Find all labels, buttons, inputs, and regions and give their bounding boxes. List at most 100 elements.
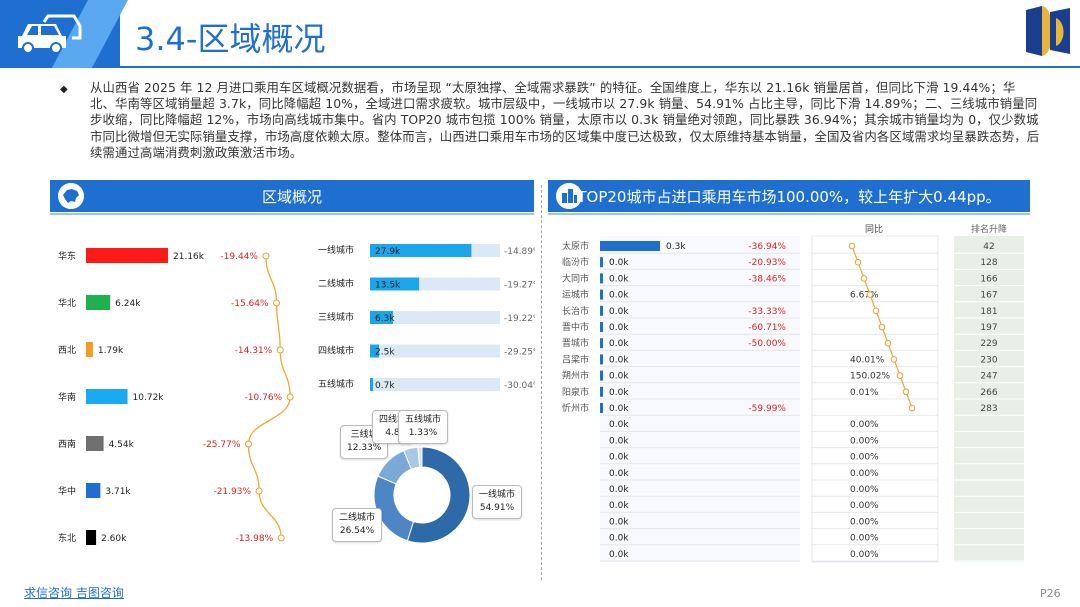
city-yoy-label: -20.93% [748, 258, 786, 268]
city-sales-label: 0.0k [609, 404, 629, 414]
tier-yoy-label: -14.89% [504, 247, 535, 257]
donut-callout-value: 1.33% [408, 428, 438, 438]
donut-callout-name: 四线城 [379, 415, 407, 425]
left-panel-header: 区域概况 [50, 180, 534, 215]
city-sales-label: 0.0k [609, 534, 629, 544]
city-sales-bar [600, 257, 603, 268]
region-bar [86, 389, 128, 404]
city-sales-label: 0.0k [609, 453, 629, 463]
footer-link-jitu[interactable]: 吉图咨询 [75, 586, 124, 600]
rank-column-header: 排名升降 [971, 223, 1007, 235]
city-sales-bar [600, 241, 660, 251]
city-name: 运城市 [562, 289, 589, 301]
donut-callout: 一线城市 54.91% [472, 485, 523, 519]
region-yoy-point [277, 534, 285, 542]
city-yoy-label: 0.00% [850, 501, 879, 511]
tier-share-donut: 一线城市 54.91% 二线城市 26.54% 三线城 12.33% 四线城 4.8 五线城市 1… [310, 405, 535, 575]
tier-bar-track [370, 378, 500, 391]
region-bar [86, 483, 101, 498]
tier-yoy-label: -19.22% [504, 314, 535, 324]
city-yoy-point [902, 388, 910, 396]
city-rank: 128 [980, 258, 997, 268]
region-yoy-point [262, 252, 270, 260]
city-name: 太原市 [562, 240, 589, 252]
city-name: 忻州市 [562, 402, 589, 414]
city-sales-label: 0.0k [609, 517, 629, 527]
donut-svg [373, 446, 471, 544]
region-yoy-point [244, 440, 252, 448]
region-value-label: 2.60k [101, 534, 127, 544]
city-sales-label: 0.0k [609, 355, 629, 365]
donut-callout-value: 26.54% [339, 526, 375, 536]
region-value-label: 1.79k [98, 346, 124, 356]
region-label: 华东 [58, 250, 76, 262]
city-sales-label: 0.0k [609, 339, 629, 349]
region-yoy-point [276, 346, 284, 354]
city-buildings-icon [556, 183, 582, 209]
city-sales-label: 0.0k [609, 388, 629, 398]
donut-callout-value: 12.33% [347, 443, 382, 453]
tier-yoy-label: -30.04% [504, 381, 535, 391]
city-yoy-label: 150.02% [850, 372, 890, 382]
city-yoy-point [848, 242, 856, 250]
page-title: 3.4-区域概况 [135, 20, 326, 58]
city-rank: 229 [980, 339, 997, 349]
tier-bar [370, 378, 373, 391]
city-sales-label: 0.0k [609, 274, 629, 284]
bullet-icon: ◆ [60, 84, 68, 95]
city-yoy-label: 0.00% [850, 469, 879, 479]
region-label: 西南 [58, 438, 76, 450]
city-yoy-label: -60.71% [748, 323, 786, 333]
city-name: 大同市 [562, 272, 589, 284]
donut-callout-name: 一线城市 [479, 490, 516, 500]
city-yoy-point [854, 258, 862, 266]
city-name: 临汾市 [562, 256, 589, 268]
city-yoy-label: -38.46% [748, 274, 786, 284]
city-yoy-label: -50.00% [748, 339, 786, 349]
city-sales-label: 0.0k [609, 501, 629, 511]
region-yoy-label: -13.98% [236, 534, 274, 544]
city-yoy-label: 0.00% [850, 534, 879, 544]
region-label: 西北 [58, 345, 76, 356]
region-bar [86, 342, 93, 357]
city-rank: 283 [980, 404, 997, 414]
tier-yoy-label: -29.25% [504, 348, 535, 358]
city-yoy-label: -36.94% [748, 242, 786, 252]
tier-value-label: 13.5k [375, 281, 401, 291]
city-rank: 181 [980, 307, 997, 317]
region-bar [86, 248, 168, 263]
city-yoy-point [890, 356, 898, 363]
city-name: 晋城市 [562, 337, 589, 349]
tier-bar [370, 277, 420, 291]
donut-callout-name: 三线城 [350, 430, 378, 440]
city-name: 吕梁市 [562, 353, 589, 365]
tier-label: 二线城市 [318, 278, 354, 290]
region-yoy-label: -10.76% [245, 393, 283, 403]
city-yoy-label: 0.00% [850, 453, 879, 463]
city-sales-label: 0.0k [609, 436, 629, 446]
donut-callout-value: 54.91% [479, 503, 515, 513]
city-sales-label: 0.0k [609, 258, 629, 268]
footer-links: 求信咨询 吉图咨询 [24, 584, 124, 601]
panel-divider [541, 185, 542, 580]
city-sales-label: 0.0k [609, 469, 629, 479]
city-sales-bar [600, 289, 603, 300]
city-yoy-point [878, 323, 886, 331]
region-label: 华北 [58, 297, 76, 309]
city-yoy-label: 0.00% [850, 550, 879, 560]
region-bar-chart: 华东 21.16k -19.44% 华北 6.24k -15.64% 西北 1.79k -14.… [58, 248, 294, 545]
donut-callout-name: 五线城市 [405, 415, 442, 425]
header-rule [118, 66, 1080, 68]
tier-label: 三线城市 [318, 311, 354, 323]
tier-bar-track [370, 344, 500, 358]
city-yoy-label: -33.33% [748, 307, 786, 317]
tier-yoy-label: -19.27% [504, 281, 535, 291]
region-value-label: 10.72k [133, 393, 165, 403]
city-rank: 247 [980, 372, 997, 382]
city-name: 晋中市 [562, 321, 589, 333]
region-value-label: 3.71k [105, 487, 131, 497]
region-yoy-label: -14.31% [235, 346, 273, 356]
region-yoy-label: -15.64% [231, 299, 269, 309]
footer-link-qiuxin[interactable]: 求信咨询 [24, 586, 73, 600]
city-yoy-label: 40.01% [850, 355, 885, 365]
